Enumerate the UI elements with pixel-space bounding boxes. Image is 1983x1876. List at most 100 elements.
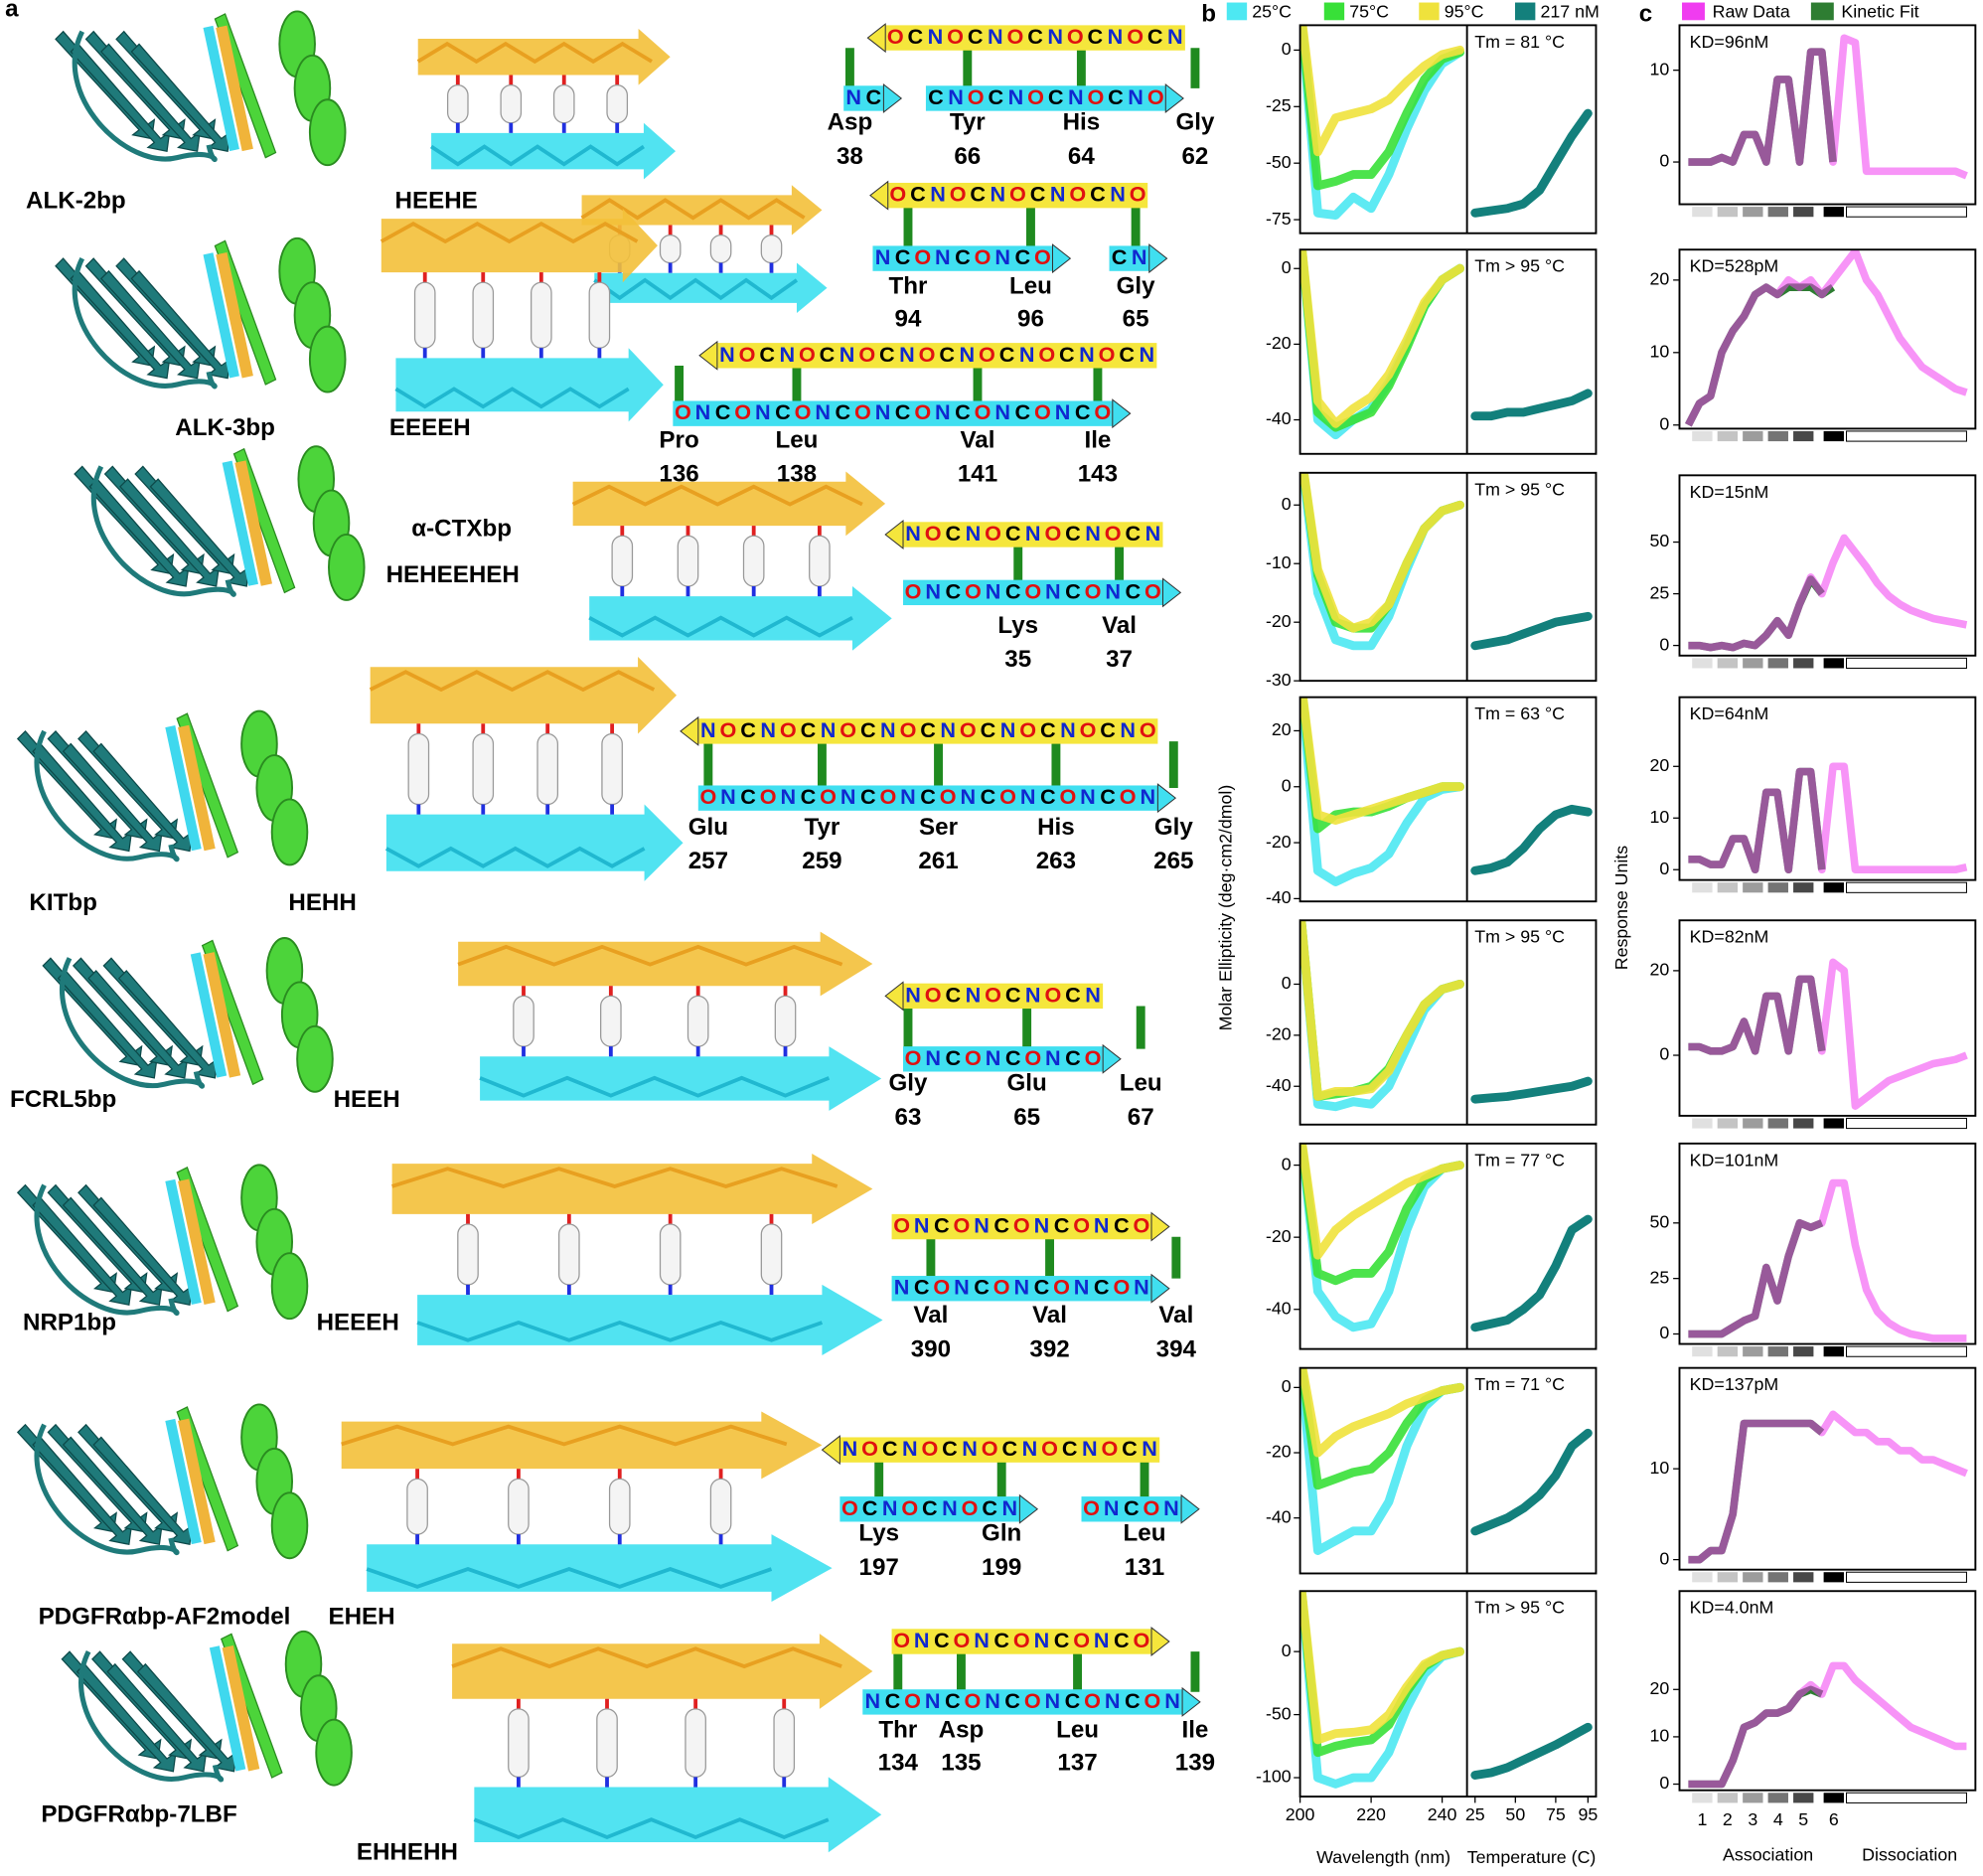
plot-frame [1678, 248, 1977, 430]
strand-band [716, 343, 1157, 369]
tm-label: Tm = 71 °C [1474, 1374, 1565, 1394]
cd-melt [1470, 108, 1593, 218]
backbone [416, 1320, 824, 1342]
loop [78, 1650, 225, 1783]
cd-spectrum [1299, 249, 1464, 428]
strand-arrowhead [1102, 1043, 1122, 1074]
h-bond [685, 1708, 706, 1779]
loop [34, 729, 180, 862]
residue-number: 94 [895, 306, 922, 333]
beta-strand [117, 970, 219, 1079]
residue-name: Leu [1056, 1716, 1099, 1743]
plot-frame [1678, 1366, 1977, 1571]
strand-arrow [381, 208, 658, 283]
beta-strand [149, 478, 250, 587]
backbone [369, 670, 656, 693]
residue-number: 261 [918, 848, 958, 874]
h-bond [608, 1478, 631, 1535]
step-block [1743, 1793, 1763, 1803]
residue-name: Gly [1154, 814, 1194, 841]
y-tick-label: -40 [1266, 1075, 1292, 1095]
strand-arrow [395, 348, 664, 422]
cd-spectrum [1299, 697, 1464, 886]
residue-name: Val [1032, 1302, 1067, 1329]
h-bond [809, 535, 831, 587]
strand-band [903, 1046, 1104, 1072]
y-tick-label: 0 [1659, 859, 1669, 878]
x-tick-label: 200 [1286, 1804, 1315, 1824]
legend-label: Kinetic Fit [1841, 1, 1918, 21]
y-tick-label: 0 [1282, 494, 1292, 514]
h-bond [558, 1223, 580, 1286]
strand-arrowhead [1181, 1686, 1201, 1717]
raw-data [1688, 34, 1968, 180]
cd-spectrum [1299, 697, 1464, 825]
plot-frame [1678, 1590, 1977, 1792]
y-tick-label: 0 [1282, 39, 1292, 59]
strand-band [673, 400, 1113, 426]
phase-label: Dissociation [1862, 1844, 1957, 1864]
strand-band [891, 1629, 1152, 1654]
residue-name: Gly [1117, 273, 1156, 300]
beta-strand [92, 1436, 194, 1546]
helix [296, 1024, 334, 1093]
strand-band [697, 718, 1158, 744]
strand-arrowhead [1018, 1493, 1039, 1524]
step-block [1767, 1346, 1788, 1357]
y-tick-label: 25 [1649, 1267, 1669, 1287]
legend-label: Raw Data [1713, 1, 1790, 21]
residue-number: 137 [1057, 1749, 1097, 1776]
strand-arrow [458, 931, 873, 997]
step-block [1823, 658, 1844, 669]
legend-swatch [1682, 2, 1705, 21]
y-tick-label: -75 [1266, 209, 1292, 229]
strand-arrow [474, 1777, 882, 1853]
legend-label: 25°C [1252, 1, 1292, 21]
dissociation-block [1846, 881, 1967, 893]
residue-number: 66 [954, 143, 981, 170]
target-strand [216, 251, 253, 379]
residue-number: 139 [1175, 1749, 1215, 1776]
beta-strand [92, 742, 194, 853]
stick-model [369, 657, 684, 881]
y-tick-label: 0 [1659, 413, 1669, 433]
h-bond [760, 1223, 783, 1286]
h-bond [457, 1223, 479, 1286]
binder-strand [165, 725, 202, 852]
y-tick-label: -20 [1266, 1024, 1292, 1044]
stick-model [457, 931, 882, 1111]
raw-data [1688, 958, 1968, 1110]
strand-arrowhead [1150, 1273, 1170, 1304]
step-block [1823, 207, 1844, 218]
cd-spectrum [1299, 25, 1464, 157]
residue-number: 263 [1036, 848, 1076, 874]
y-tick-label: -25 [1266, 95, 1292, 115]
residue-number: 62 [1182, 143, 1209, 170]
target-strand [216, 25, 253, 152]
beta-strand [136, 1662, 237, 1773]
backbone [588, 615, 853, 638]
residue-number: 63 [895, 1104, 922, 1131]
cd-melt [1470, 804, 1593, 875]
ss-pattern: EHEH [328, 1603, 394, 1630]
kd-label: KD=15nM [1690, 482, 1769, 502]
h-bond [742, 535, 765, 587]
raw-data [1688, 1661, 1967, 1789]
y-tick-label: 0 [1659, 634, 1669, 654]
step-block [1692, 207, 1713, 218]
ss-pattern: HEEEH [317, 1310, 399, 1336]
y-tick-label: 20 [1649, 1678, 1669, 1698]
residue-number: 136 [659, 461, 698, 488]
helix [308, 325, 347, 393]
axis-label: Temperature (C) [1467, 1847, 1597, 1867]
h-bond [601, 732, 623, 806]
